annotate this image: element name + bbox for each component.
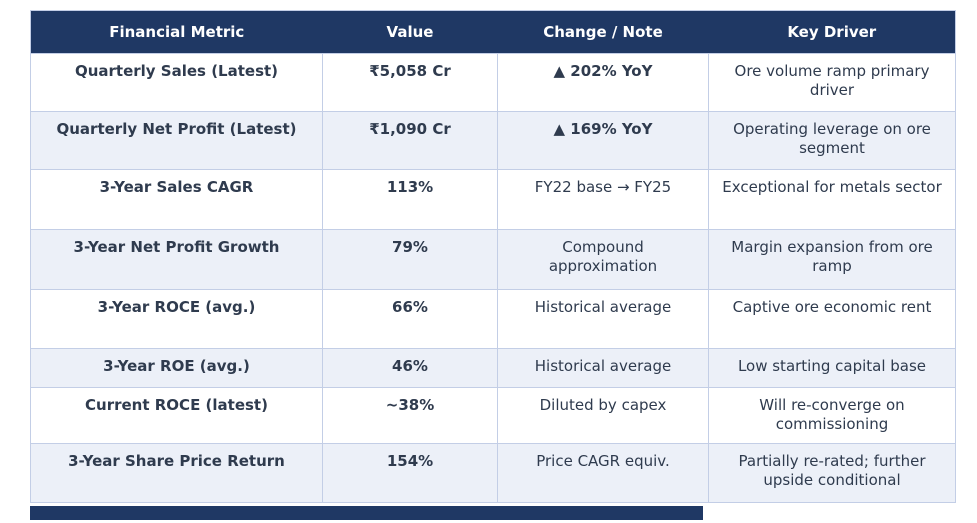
table-row: 3-Year ROCE (avg.) 66% Historical average C… [30, 289, 956, 349]
metric-cell: 3-Year Sales CAGR [30, 169, 323, 230]
metric-cell: Quarterly Sales (Latest) [30, 53, 323, 112]
value-cell: 154% [322, 443, 498, 503]
driver-cell: Low starting capital base [708, 348, 956, 388]
value-cell: 46% [322, 348, 498, 388]
table-row: Current ROCE (latest) ~38% Diluted by cape… [30, 387, 956, 444]
note-cell: Historical average [497, 289, 709, 349]
col-header-financial-metric: Financial Metric [30, 10, 323, 54]
value-cell: 66% [322, 289, 498, 349]
note-cell: FY22 base → FY25 [497, 169, 709, 230]
col-header-key-driver: Key Driver [708, 10, 956, 54]
note-cell: ▲ 169% YoY [497, 111, 709, 170]
financial-metrics-table: Financial Metric Value Change / Note Key… [30, 10, 956, 503]
table-container: Financial Metric Value Change / Note Key… [30, 10, 956, 503]
footer-bar [30, 506, 703, 520]
table-row: 3-Year Sales CAGR 113% FY22 base → FY25 Exc… [30, 169, 956, 230]
metric-cell: Current ROCE (latest) [30, 387, 323, 444]
note-cell: Diluted by capex [497, 387, 709, 444]
driver-cell: Partially re-rated; further upside condi… [708, 443, 956, 503]
table-row: 3-Year Net Profit Growth 79% Compound appr… [30, 229, 956, 290]
table-row: Quarterly Sales (Latest) ₹5,058 Cr ▲ 202% … [30, 53, 956, 112]
metric-cell: 3-Year ROE (avg.) [30, 348, 323, 388]
driver-cell: Ore volume ramp primary driver [708, 53, 956, 112]
metric-cell: 3-Year Share Price Return [30, 443, 323, 503]
table-body: Quarterly Sales (Latest) ₹5,058 Cr ▲ 202% … [30, 53, 956, 503]
table-row: Quarterly Net Profit (Latest) ₹1,090 Cr ▲ … [30, 111, 956, 170]
note-cell: Historical average [497, 348, 709, 388]
value-cell: ~38% [322, 387, 498, 444]
driver-cell: Operating leverage on ore segment [708, 111, 956, 170]
col-header-value: Value [322, 10, 498, 54]
driver-cell: Exceptional for metals sector [708, 169, 956, 230]
note-cell: Price CAGR equiv. [497, 443, 709, 503]
value-cell: ₹1,090 Cr [322, 111, 498, 170]
table-row: 3-Year Share Price Return 154% Price CAGR … [30, 443, 956, 503]
header-row: Financial Metric Value Change / Note Key… [30, 10, 956, 54]
note-cell: Compound approximation [497, 229, 709, 290]
value-cell: 113% [322, 169, 498, 230]
note-cell: ▲ 202% YoY [497, 53, 709, 112]
driver-cell: Captive ore economic rent [708, 289, 956, 349]
metric-cell: Quarterly Net Profit (Latest) [30, 111, 323, 170]
value-cell: 79% [322, 229, 498, 290]
value-cell: ₹5,058 Cr [322, 53, 498, 112]
col-header-change-note: Change / Note [497, 10, 709, 54]
driver-cell: Will re-converge on commissioning [708, 387, 956, 444]
metric-cell: 3-Year Net Profit Growth [30, 229, 323, 290]
driver-cell: Margin expansion from ore ramp [708, 229, 956, 290]
table-row: 3-Year ROE (avg.) 46% Historical average Lo… [30, 348, 956, 388]
metric-cell: 3-Year ROCE (avg.) [30, 289, 323, 349]
